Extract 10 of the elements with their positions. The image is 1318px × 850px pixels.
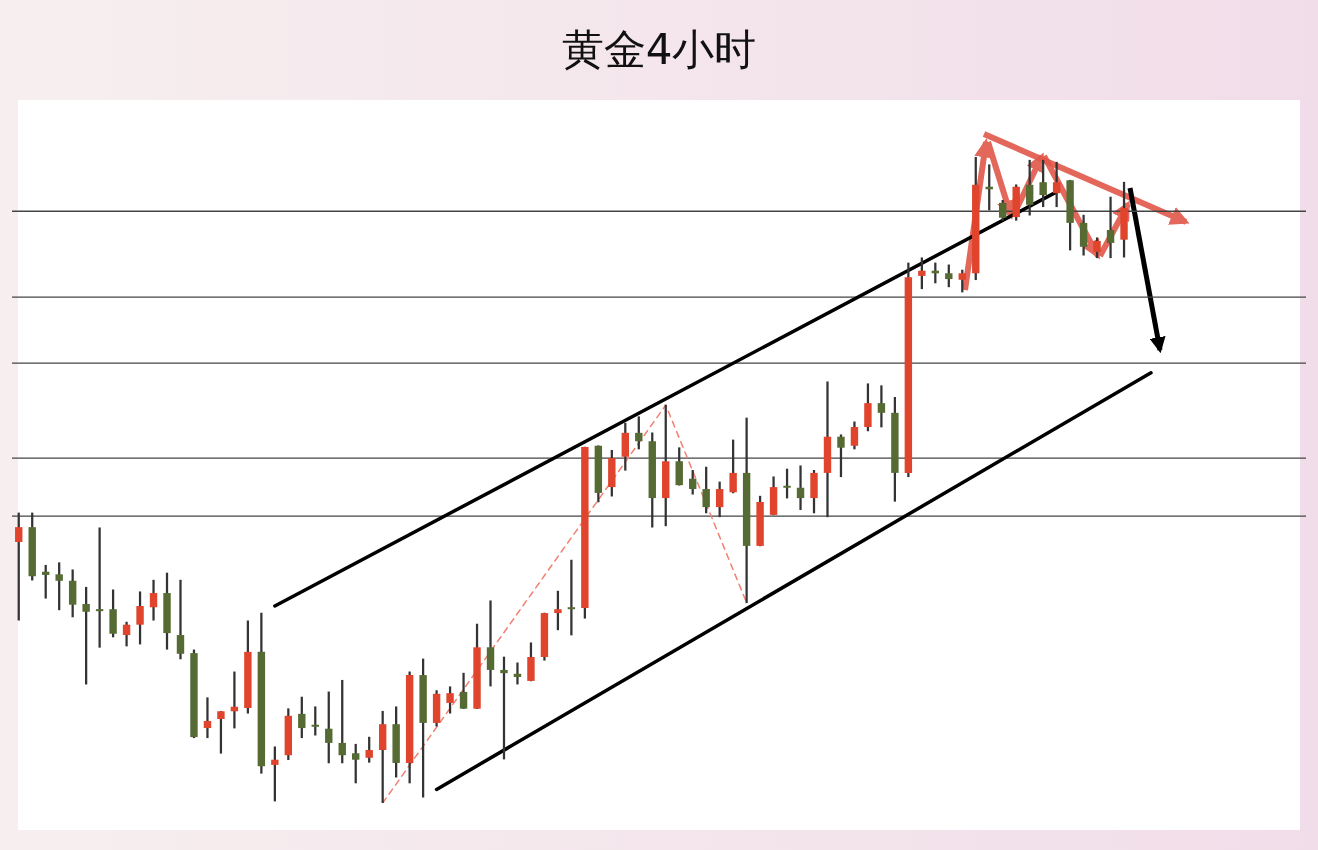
chart-title: 黄金4小时: [560, 24, 758, 76]
candlestick: [796, 465, 805, 511]
candlestick: [567, 559, 576, 636]
candlestick: [1106, 196, 1115, 259]
candlestick: [486, 600, 495, 687]
candlestick: [203, 697, 212, 739]
candlestick: [823, 381, 832, 518]
candlestick: [176, 579, 185, 660]
candlestick: [95, 527, 104, 648]
candlestick: [877, 385, 886, 428]
